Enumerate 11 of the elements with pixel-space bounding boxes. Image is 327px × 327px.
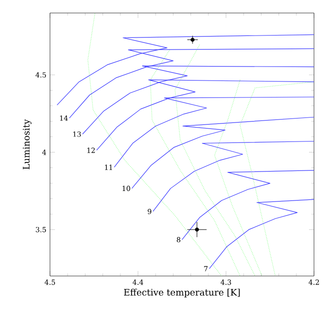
line-series xyxy=(88,13,222,276)
line-series xyxy=(174,44,256,276)
line-series xyxy=(214,80,262,276)
y-axis-title: Luminosity xyxy=(22,119,32,170)
x-axis-title: Effective temperature [K] xyxy=(124,288,240,298)
line-series xyxy=(240,82,314,276)
line-series xyxy=(152,140,314,212)
line-series xyxy=(182,170,314,240)
line-series xyxy=(208,199,314,270)
line-series xyxy=(150,50,240,276)
line-series xyxy=(132,116,314,189)
